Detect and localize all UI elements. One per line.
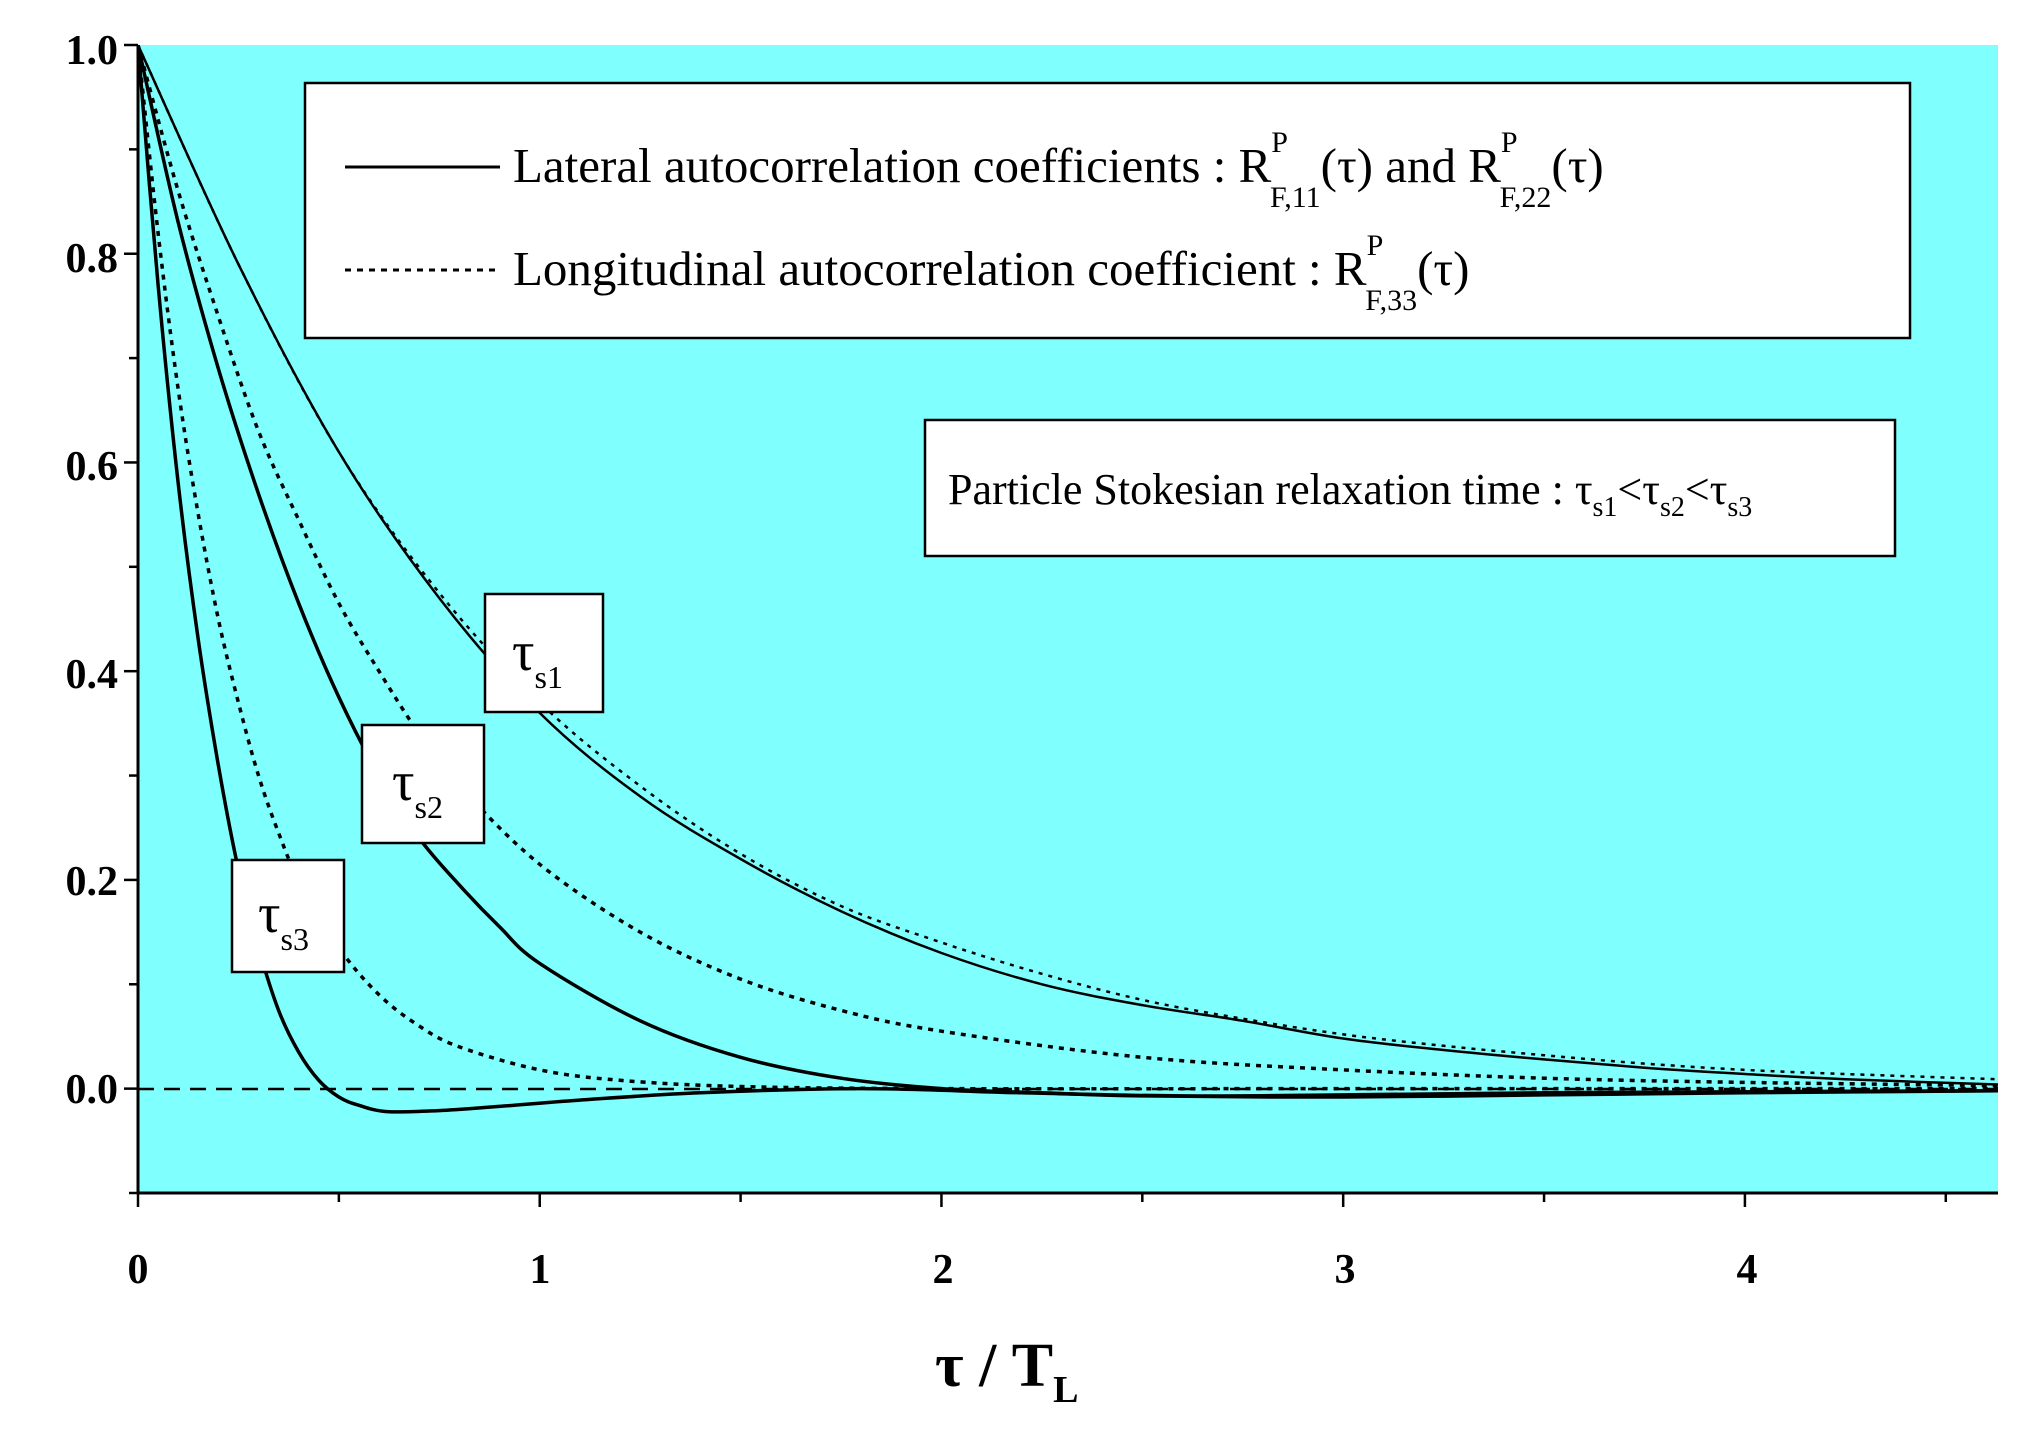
- x-axis-title: τ / TL: [935, 1332, 1079, 1411]
- series-line-longitudinal-s3: [138, 45, 1998, 1091]
- curve-label-s2-box: [360, 723, 486, 845]
- curve-label-s3-box: [230, 858, 346, 974]
- relaxation-note: Particle Stokesian relaxation time : τs1…: [923, 418, 1897, 558]
- curve-label-s2-sub: s2: [415, 789, 443, 825]
- relaxation-note-box: [923, 418, 1897, 558]
- curve-label-s1: τs1: [483, 592, 605, 714]
- y-tick-label: 0.0: [66, 1067, 119, 1113]
- curve-label-s3-tau: τ: [258, 883, 281, 945]
- series-line-lateral-s3: [138, 45, 1998, 1114]
- relaxation-note-text: Particle Stokesian relaxation time : τs1…: [948, 465, 1752, 523]
- series-group: [138, 45, 1998, 1114]
- legend-dotted-label: Longitudinal autocorrelation coefficient…: [513, 229, 1469, 317]
- y-tick-label: 0.4: [66, 652, 119, 698]
- y-tick-label: 0.6: [66, 444, 119, 490]
- legend-box: [303, 81, 1912, 340]
- x-tick-label: 0: [128, 1247, 149, 1293]
- series-line-lateral-s2: [138, 45, 1998, 1099]
- curve-label-s3-sub: s3: [281, 921, 309, 957]
- ticks: [124, 43, 1948, 1207]
- x-tick-label: 3: [1335, 1247, 1356, 1293]
- x-tick-label: 2: [933, 1247, 954, 1293]
- svg-text:τs1: τs1: [512, 621, 563, 695]
- legend: Lateral autocorrelation coefficients : R…: [303, 81, 1912, 340]
- y-tick-label: 1.0: [66, 28, 119, 74]
- series-line-longitudinal-s2: [138, 45, 1998, 1088]
- x-tick-label: 4: [1737, 1247, 1758, 1293]
- svg-text:τs2: τs2: [392, 751, 443, 825]
- y-tick-label: 0.2: [66, 859, 119, 905]
- curve-label-s1-box: [483, 592, 605, 714]
- y-tick-label: 0.8: [66, 236, 119, 282]
- x-axis-title-main: τ / T: [935, 1332, 1053, 1400]
- curve-label-s1-tau: τ: [512, 621, 535, 683]
- x-tick-label: 1: [530, 1247, 551, 1293]
- curve-label-s2: τs2: [360, 723, 486, 845]
- curve-label-s1-sub: s1: [535, 659, 563, 695]
- curve-label-s2-tau: τ: [392, 751, 415, 813]
- svg-text:τs3: τs3: [258, 883, 309, 957]
- curve-label-s3: τs3: [230, 858, 346, 974]
- x-axis-title-sub: L: [1053, 1369, 1078, 1411]
- legend-solid-label: Lateral autocorrelation coefficients : R…: [513, 126, 1604, 214]
- series-line-longitudinal-s1: [138, 45, 1998, 1081]
